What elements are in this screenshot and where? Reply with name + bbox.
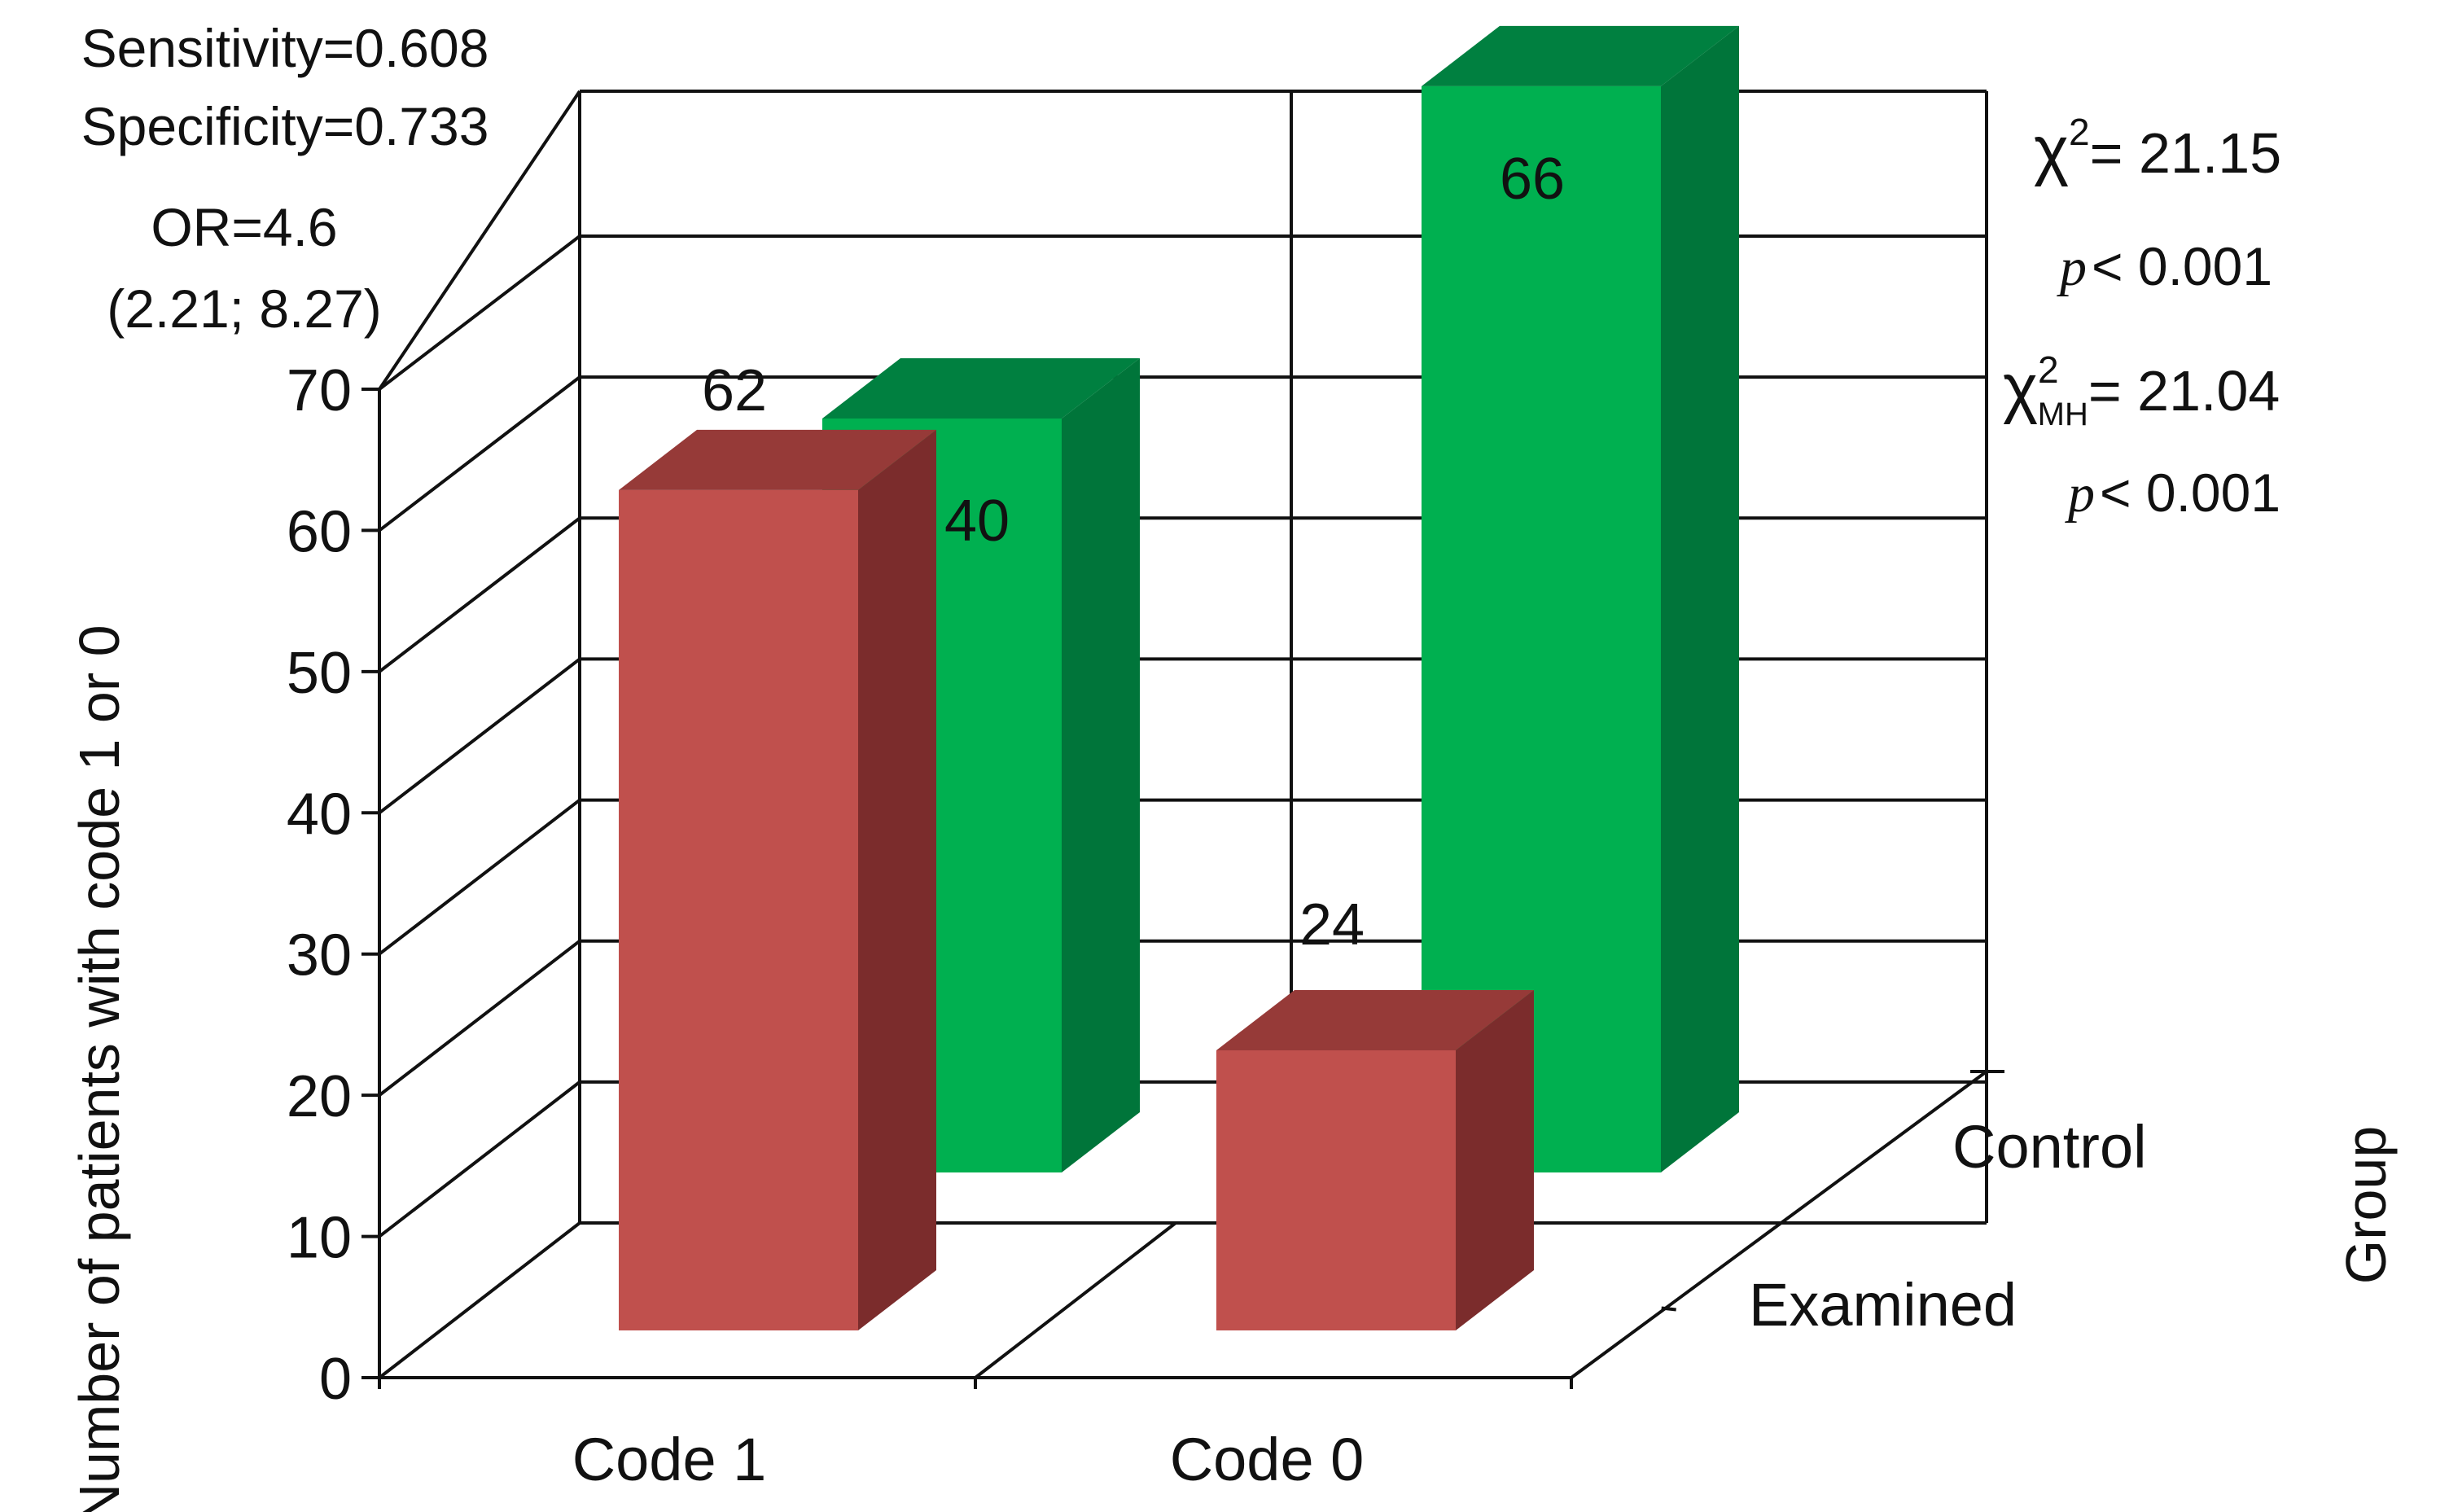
p-symbol: p: [2065, 464, 2095, 524]
confidence-interval-annotation: (2.21; 8.27): [107, 278, 382, 339]
bar-front-face: [619, 489, 858, 1330]
side-wall-gridline: [378, 516, 581, 673]
bar-top-face: [1216, 989, 1534, 1050]
y-tick-label: 30: [287, 923, 352, 988]
side-wall-gridline: [378, 798, 581, 956]
y-tick-label: 70: [287, 358, 352, 423]
p-value-text: < 0.001: [2100, 462, 2280, 523]
side-wall-gridline: [378, 940, 581, 1097]
data-label: 24: [1299, 892, 1365, 958]
p-value-2: p< 0.001: [2065, 462, 2280, 524]
bar-front-face: [1422, 85, 1661, 1172]
specificity-annotation: Specificity=0.733: [81, 96, 489, 156]
y-tick-label: 40: [287, 782, 352, 847]
depth-label-control: Control: [1952, 1113, 2147, 1181]
side-wall-gridline: [378, 234, 581, 391]
depth-tick-mark: [1661, 1306, 1676, 1312]
y-tick-label: 60: [287, 499, 352, 564]
bar-side-face: [858, 429, 936, 1330]
side-wall-gridline: [378, 1080, 581, 1238]
y-tick-label: 0: [319, 1347, 352, 1412]
chi-mh-superscript: 2: [2038, 348, 2059, 391]
bar-top-face: [1422, 25, 1739, 86]
side-top-edge: [378, 90, 581, 391]
chi-square-stat: χ2= 21.15: [2034, 111, 2281, 187]
bar-top-face: [822, 357, 1140, 419]
data-label: 40: [944, 489, 1010, 554]
p-value-text: < 0.001: [2092, 236, 2272, 296]
p-value-1: p< 0.001: [2057, 236, 2272, 297]
y-axis-ticks: 0 10 20 30 40 50 60 70: [287, 358, 352, 1412]
side-wall-gridline: [378, 657, 581, 814]
x-category-label: Code 1: [572, 1426, 767, 1493]
x-category-label: Code 0: [1170, 1426, 1365, 1493]
chi-mh-symbol: χ: [2003, 351, 2038, 425]
sensitivity-annotation: Sensitivity=0.608: [81, 18, 489, 78]
bar-control-code-0: [1422, 25, 1739, 1172]
depth-axis-title: Group: [2334, 1126, 2398, 1285]
bar-side-face: [1456, 989, 1534, 1330]
chi-superscript: 2: [2069, 111, 2090, 153]
y-axis-title: Number of patients with code 1 or 0: [68, 625, 131, 1512]
series-control-bars: [822, 25, 1739, 1172]
bar-examined-code-0: [1216, 989, 1534, 1330]
side-wall-gridline: [378, 375, 581, 532]
side-wall-gridline: [378, 1221, 581, 1379]
floor-divider: [974, 1221, 1177, 1379]
chi-value: = 21.15: [2090, 121, 2282, 185]
bar-top-face: [619, 429, 936, 490]
chi-mh-subscript: MH: [2038, 397, 2088, 432]
data-label: 62: [702, 358, 767, 423]
chi-symbol: χ: [2034, 113, 2069, 187]
chi-mh-value: = 21.04: [2088, 359, 2280, 423]
p-symbol: p: [2057, 238, 2087, 297]
depth-label-examined: Examined: [1749, 1271, 2017, 1339]
y-tick-label: 50: [287, 641, 352, 706]
y-tick-label: 20: [287, 1064, 352, 1129]
data-label: 66: [1500, 147, 1565, 212]
series-examined-bars: [619, 429, 1534, 1330]
bar-front-face: [1216, 1050, 1456, 1330]
odds-ratio-annotation: OR=4.6: [151, 197, 337, 257]
grid-frame: [361, 90, 2004, 1389]
floor-right-edge: [1570, 1070, 1988, 1379]
bar-side-face: [1661, 25, 1739, 1172]
chi-square-mh-stat: χ2 MH= 21.04: [2003, 348, 2280, 432]
bar-side-face: [1062, 357, 1140, 1172]
y-tick-label: 10: [287, 1206, 352, 1271]
bar-examined-code-1: [619, 429, 936, 1330]
